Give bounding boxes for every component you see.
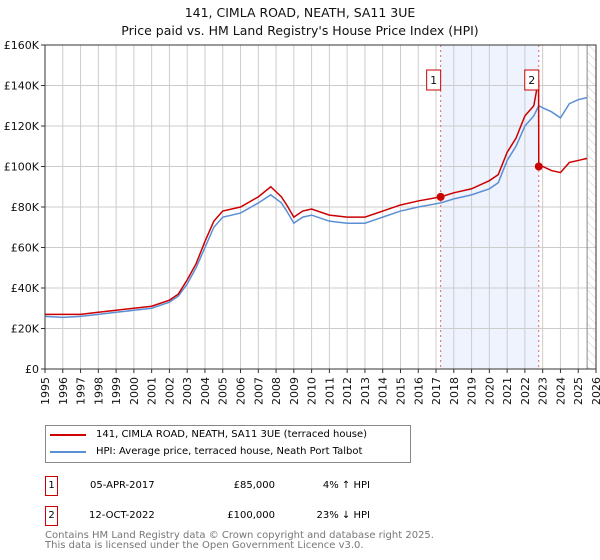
x-tick-label: 1995 — [39, 377, 52, 405]
footer-line: Contains HM Land Registry data © Crown c… — [45, 530, 434, 541]
x-tick-label: 2007 — [252, 377, 265, 405]
footer-line: This data is licensed under the Open Gov… — [45, 540, 364, 551]
x-tick-label: 2026 — [590, 377, 600, 405]
x-tick-label: 1996 — [57, 377, 70, 405]
sale-badge: 2 — [45, 506, 58, 526]
x-tick-label: 2001 — [146, 377, 159, 405]
legend-item-hpi: HPI: Average price, terraced house, Neat… — [46, 443, 410, 460]
x-tick-label: 2005 — [217, 377, 230, 405]
y-tick-label: £160K — [4, 39, 40, 52]
y-tick-label: £100K — [4, 161, 40, 174]
x-tick-label: 2002 — [163, 377, 176, 405]
legend-label: HPI: Average price, terraced house, Neat… — [96, 446, 363, 457]
footer: Contains HM Land Registry data © Crown c… — [45, 531, 434, 551]
subtitle-line: Price paid vs. HM Land Registry's House … — [121, 23, 479, 38]
x-tick-label: 2003 — [181, 377, 194, 405]
x-tick-label: 2010 — [306, 377, 319, 405]
sale-label: 2 — [528, 74, 535, 87]
x-tick-label: 2019 — [466, 377, 479, 405]
price-chart: 1995 1996 1997 1998 1999 2000 2001 2002 2003 2004… — [4, 39, 600, 405]
sale-date: 12-OCT-2022 — [89, 510, 155, 521]
hpi-line — [44, 96, 588, 319]
legend-label: 141, CIMLA ROAD, NEATH, SA11 3UE (terrac… — [96, 429, 368, 440]
chart-title: 141, CIMLA ROAD, NEATH, SA11 3UE Price p… — [0, 4, 600, 40]
legend-item-property: 141, CIMLA ROAD, NEATH, SA11 3UE (terrac… — [46, 426, 410, 443]
x-tick-label: 2012 — [341, 377, 354, 405]
x-tick-label: 2011 — [323, 377, 336, 405]
x-tick-label: 1997 — [75, 377, 88, 405]
title-line: 141, CIMLA ROAD, NEATH, SA11 3UE — [184, 5, 416, 20]
sale-price: £85,000 — [233, 480, 275, 491]
sale-date: 05-APR-2017 — [90, 480, 155, 491]
x-tick-label: 2017 — [430, 377, 443, 405]
y-tick-label: £20K — [11, 323, 40, 336]
x-tick-label: 2025 — [572, 377, 585, 405]
x-tick-label: 2024 — [554, 377, 567, 405]
x-tick-label: 2009 — [288, 377, 301, 405]
sale-point — [534, 162, 543, 171]
x-tick-label: 2013 — [359, 377, 372, 405]
y-tick-label: £120K — [4, 120, 40, 133]
x-tick-label: 2014 — [377, 377, 390, 405]
legend: 141, CIMLA ROAD, NEATH, SA11 3UE (terrac… — [45, 425, 411, 463]
x-tick-label: 2015 — [394, 377, 407, 405]
y-tick-label: £140K — [4, 80, 40, 93]
x-tick-label: 2022 — [519, 377, 532, 405]
x-tick-label: 1999 — [110, 377, 123, 405]
x-tick-label: 2000 — [128, 377, 141, 405]
x-tick-label: 2020 — [483, 377, 496, 405]
plot-frame — [44, 44, 597, 370]
sale-label: 1 — [430, 74, 437, 87]
y-tick-label: £40K — [11, 282, 40, 295]
sale-row: 2 12-OCT-2022 £100,000 23% ↓ HPI — [45, 506, 445, 526]
sale-hpi: 4% ↑ HPI — [322, 480, 370, 491]
sale-price: £100,000 — [227, 510, 275, 521]
x-tick-label: 1998 — [92, 377, 105, 405]
y-tick-label: £60K — [11, 242, 40, 255]
y-tick-label: £0 — [25, 363, 39, 376]
x-tick-label: 2006 — [235, 377, 248, 405]
x-tick-label: 2004 — [199, 377, 212, 405]
sale-hpi: 23% ↓ HPI — [316, 510, 370, 521]
x-tick-label: 2021 — [501, 377, 514, 405]
sale-point — [436, 192, 445, 201]
sale-badge: 1 — [45, 476, 58, 496]
y-tick-label: £80K — [11, 201, 40, 214]
x-tick-label: 2018 — [448, 377, 461, 405]
sale-row: 1 05-APR-2017 £85,000 4% ↑ HPI — [45, 476, 445, 496]
x-tick-label: 2023 — [537, 377, 550, 405]
sale-label-box — [426, 69, 442, 91]
x-tick-label: 2008 — [270, 377, 283, 405]
x-tick-label: 2016 — [412, 377, 425, 405]
sale-label-box — [524, 69, 540, 91]
